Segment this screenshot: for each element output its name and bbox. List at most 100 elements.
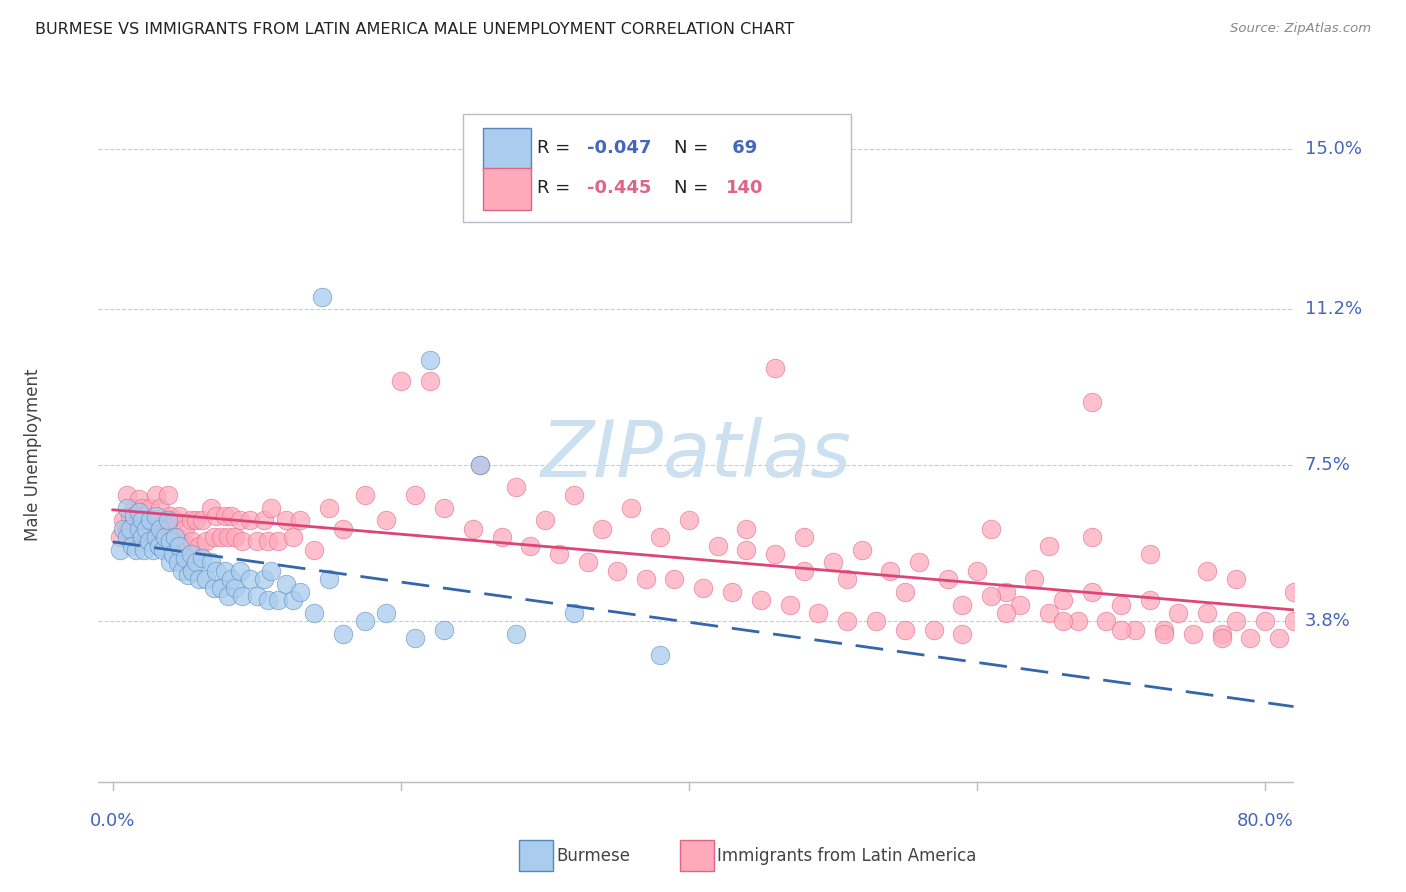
Point <box>433 500 456 515</box>
Point <box>1038 606 1060 620</box>
Point <box>260 564 283 578</box>
Point <box>404 488 426 502</box>
Point <box>224 581 246 595</box>
Point <box>163 530 186 544</box>
Point <box>145 488 167 502</box>
Point <box>793 564 815 578</box>
Point <box>763 547 786 561</box>
Point <box>131 522 153 536</box>
Point <box>115 522 138 536</box>
Point <box>219 509 242 524</box>
Point <box>936 572 959 586</box>
Point <box>152 542 174 557</box>
Point <box>111 513 134 527</box>
Point <box>950 598 973 612</box>
Point <box>120 522 142 536</box>
Point <box>281 530 304 544</box>
Point <box>1153 627 1175 641</box>
Point <box>267 593 290 607</box>
Point <box>375 513 398 527</box>
Point <box>735 522 758 536</box>
Point <box>128 522 150 536</box>
Point <box>318 500 340 515</box>
Point <box>548 547 571 561</box>
Point <box>1282 585 1305 599</box>
Point <box>591 522 613 536</box>
Point <box>134 530 156 544</box>
Point <box>576 556 599 570</box>
Point <box>260 500 283 515</box>
Point <box>1282 615 1305 629</box>
Point <box>648 530 671 544</box>
Point <box>125 542 148 557</box>
Text: Male Unemployment: Male Unemployment <box>24 368 42 541</box>
Point <box>807 606 830 620</box>
Point <box>1211 627 1233 641</box>
FancyBboxPatch shape <box>681 840 714 871</box>
Point <box>505 479 527 493</box>
Point <box>138 534 160 549</box>
Point <box>159 530 181 544</box>
Point <box>1268 632 1291 646</box>
Point <box>332 627 354 641</box>
Point <box>162 530 184 544</box>
Point <box>246 534 269 549</box>
Point <box>149 522 172 536</box>
Point <box>108 542 131 557</box>
Point <box>353 488 375 502</box>
Point <box>253 572 276 586</box>
Point <box>159 556 181 570</box>
Point <box>205 564 228 578</box>
Point <box>1008 598 1031 612</box>
Point <box>1052 615 1074 629</box>
Point <box>135 522 157 536</box>
Point <box>195 572 218 586</box>
Point <box>1081 530 1104 544</box>
Point <box>288 513 311 527</box>
Point <box>461 522 484 536</box>
Point <box>311 290 333 304</box>
Point <box>167 509 190 524</box>
Point <box>124 500 146 515</box>
Point <box>562 488 585 502</box>
Text: -0.047: -0.047 <box>588 139 651 157</box>
Point <box>202 581 225 595</box>
Point <box>181 564 204 578</box>
Point <box>121 539 143 553</box>
Point <box>519 539 541 553</box>
Point <box>994 606 1017 620</box>
FancyBboxPatch shape <box>484 128 531 169</box>
Point <box>231 534 253 549</box>
Point <box>173 522 195 536</box>
Point <box>1038 539 1060 553</box>
Point <box>318 572 340 586</box>
Point <box>634 572 657 586</box>
Point <box>1225 615 1247 629</box>
Point <box>111 522 134 536</box>
Point <box>950 627 973 641</box>
Point <box>167 539 190 553</box>
Point <box>749 593 772 607</box>
Point <box>1254 615 1277 629</box>
Point <box>181 534 204 549</box>
Point <box>239 513 262 527</box>
Text: R =: R = <box>537 179 576 197</box>
Point <box>152 530 174 544</box>
Point <box>128 505 150 519</box>
Text: BURMESE VS IMMIGRANTS FROM LATIN AMERICA MALE UNEMPLOYMENT CORRELATION CHART: BURMESE VS IMMIGRANTS FROM LATIN AMERICA… <box>35 22 794 37</box>
Text: 3.8%: 3.8% <box>1305 613 1350 631</box>
Point <box>159 534 181 549</box>
Point <box>1024 572 1046 586</box>
Point <box>648 648 671 663</box>
Point <box>1139 547 1161 561</box>
Point <box>274 576 297 591</box>
Text: 80.0%: 80.0% <box>1236 813 1294 830</box>
Point <box>922 623 945 637</box>
Point <box>180 547 202 561</box>
Point <box>793 530 815 544</box>
Point <box>1167 606 1189 620</box>
Point <box>162 547 184 561</box>
Point <box>908 556 931 570</box>
Point <box>606 564 628 578</box>
Point <box>186 513 208 527</box>
